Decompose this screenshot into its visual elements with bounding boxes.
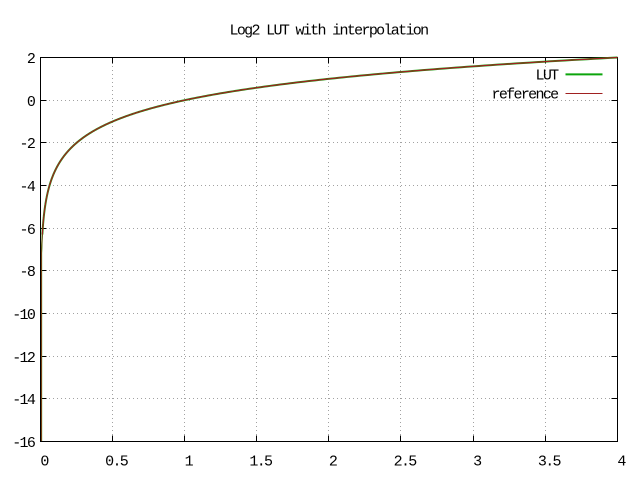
svg-text:2.5: 2.5: [394, 454, 418, 471]
svg-text:3.5: 3.5: [538, 454, 562, 471]
svg-text:-12: -12: [12, 350, 35, 367]
svg-text:LUT: LUT: [536, 68, 560, 85]
svg-text:-4: -4: [20, 179, 36, 196]
svg-text:4: 4: [617, 454, 626, 471]
svg-text:2: 2: [27, 51, 35, 68]
svg-text:reference: reference: [492, 86, 560, 103]
svg-text:3: 3: [473, 454, 482, 471]
svg-text:-8: -8: [20, 264, 36, 281]
svg-text:-2: -2: [20, 136, 35, 153]
svg-text:0: 0: [27, 94, 36, 111]
svg-text:2: 2: [329, 454, 337, 471]
svg-text:1: 1: [185, 454, 194, 471]
svg-text:Log2 LUT with interpolation: Log2 LUT with interpolation: [230, 23, 429, 40]
svg-text:0.5: 0.5: [105, 454, 129, 471]
svg-text:0: 0: [40, 454, 49, 471]
svg-text:-10: -10: [12, 307, 36, 324]
svg-text:-14: -14: [12, 392, 36, 409]
svg-text:-6: -6: [20, 222, 36, 239]
svg-text:1.5: 1.5: [249, 454, 273, 471]
svg-text:-16: -16: [12, 435, 36, 452]
